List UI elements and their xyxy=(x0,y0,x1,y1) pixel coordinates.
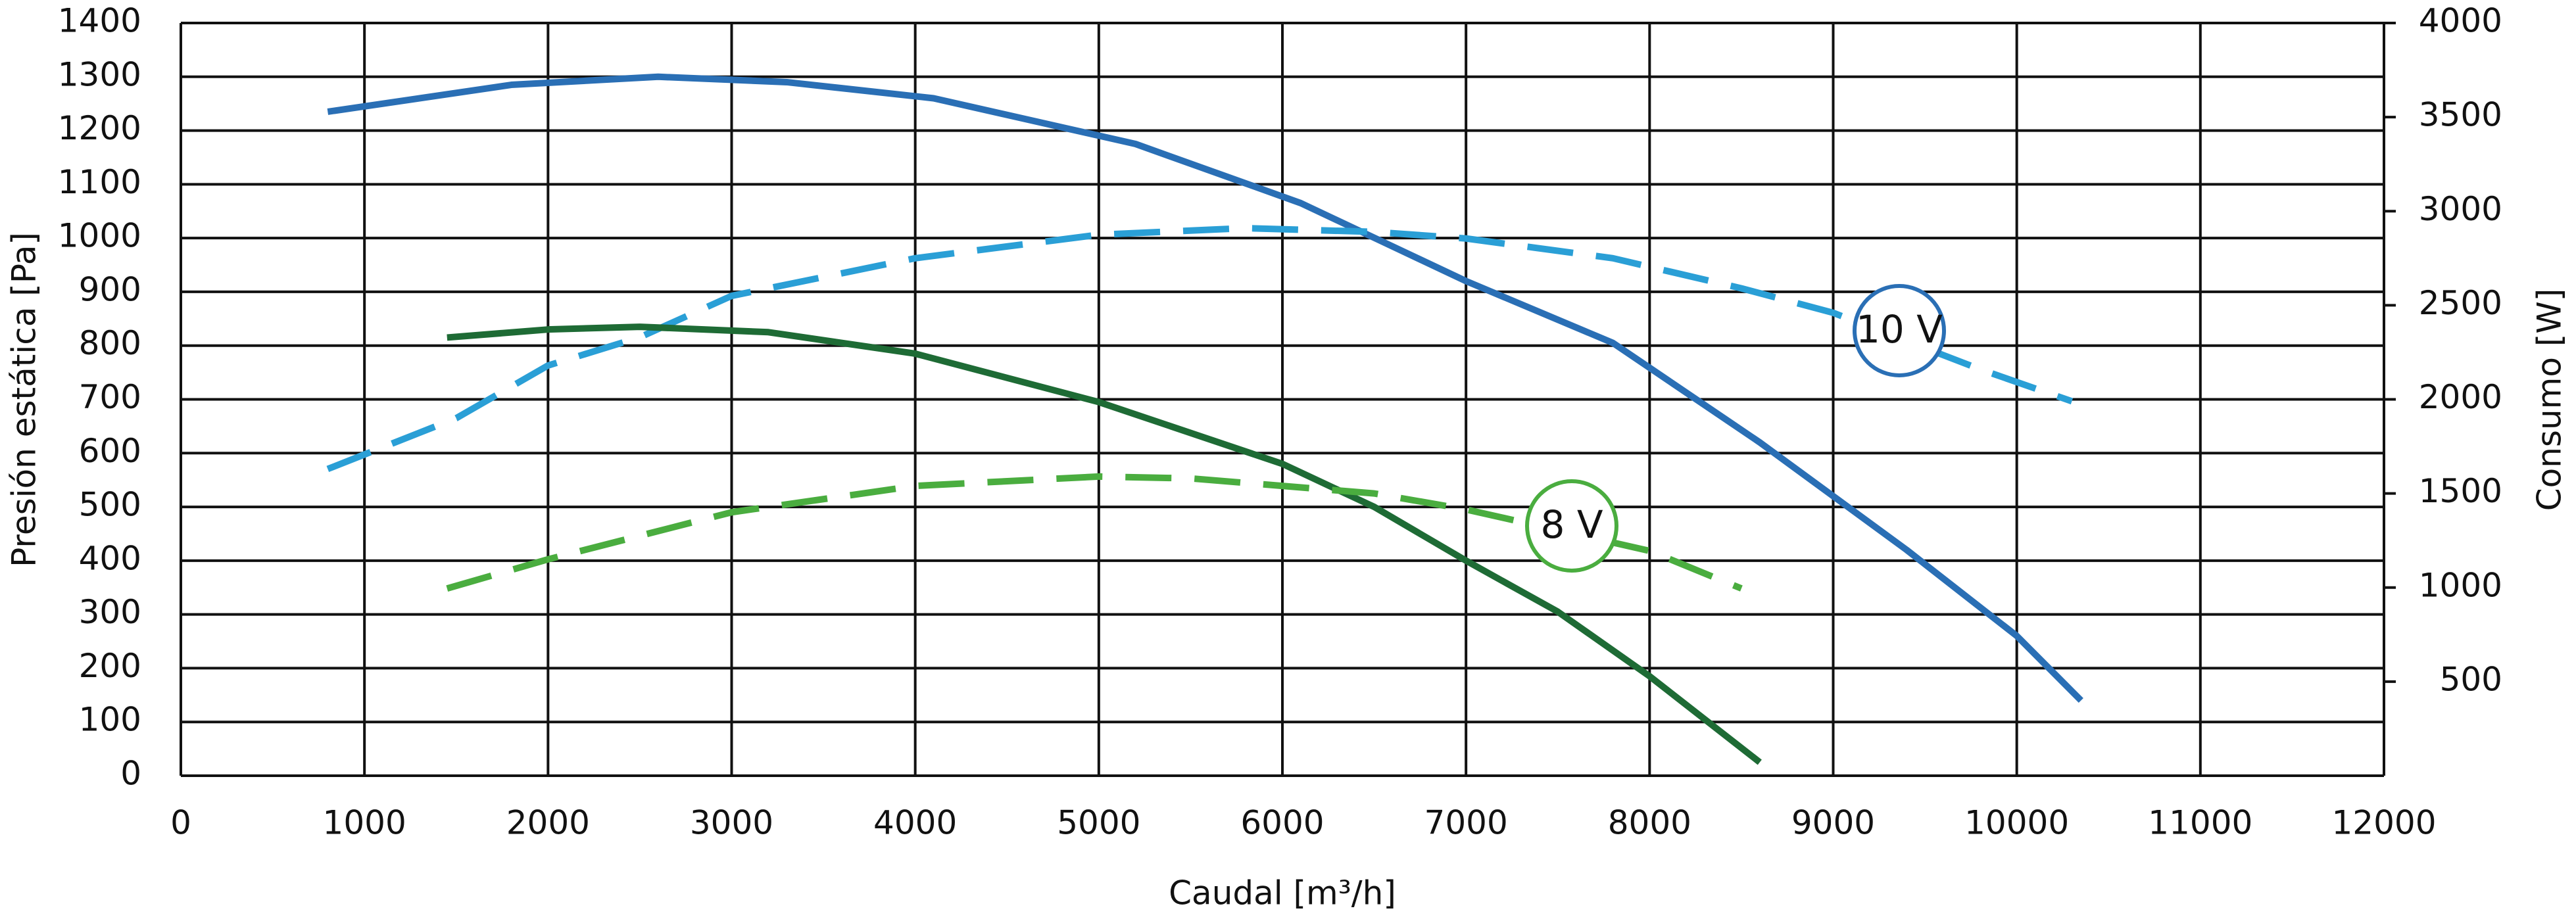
y2-tick-label: 2000 xyxy=(2419,378,2502,416)
y-tick-label: 1000 xyxy=(58,217,141,255)
y-tick-label: 400 xyxy=(79,539,141,577)
y2-tick-label: 3500 xyxy=(2419,96,2502,134)
y2-tick-label: 500 xyxy=(2440,660,2502,698)
x-tick-label: 7000 xyxy=(1424,804,1508,842)
y-tick-label: 1200 xyxy=(58,109,141,147)
y-tick-label: 600 xyxy=(79,432,141,470)
x-tick-label: 6000 xyxy=(1240,804,1324,842)
series-line xyxy=(327,73,2083,703)
x-tick-label: 11000 xyxy=(2148,804,2252,842)
x-tick-label: 2000 xyxy=(506,804,590,842)
annotation-circle xyxy=(1525,479,1618,573)
x-axis-label: Caudal [m³/h] xyxy=(1169,874,1396,912)
x-tick-label: 0 xyxy=(170,804,191,842)
y-tick-label: 100 xyxy=(79,701,141,739)
annotation-circle xyxy=(1853,284,1946,377)
x-tick-label: 10000 xyxy=(1964,804,2069,842)
y-tick-label: 800 xyxy=(79,324,141,362)
y2-tick-label: 3000 xyxy=(2419,190,2502,228)
x-tick-label: 3000 xyxy=(690,804,773,842)
x-tick-label: 5000 xyxy=(1057,804,1140,842)
y-tick-label: 700 xyxy=(79,378,141,416)
y-tick-label: 200 xyxy=(79,647,141,685)
y-tick-label: 900 xyxy=(79,270,141,308)
y2-tick-label: 1500 xyxy=(2419,472,2502,510)
x-tick-label: 9000 xyxy=(1791,804,1875,842)
y-tick-label: 500 xyxy=(79,486,141,524)
annotation: 8 V xyxy=(1540,502,1603,547)
x-tick-label: 12000 xyxy=(2331,804,2436,842)
y-tick-label: 1100 xyxy=(58,163,141,201)
y2-tick-label: 4000 xyxy=(2419,2,2502,40)
y-tick-label: 300 xyxy=(79,593,141,631)
y-tick-label: 0 xyxy=(120,755,141,793)
series-line xyxy=(326,225,2074,473)
y-tick-label: 1400 xyxy=(58,2,141,40)
annotation: 10 V xyxy=(1856,307,1943,352)
series-line xyxy=(447,323,1762,765)
y2-axis-label: Consumo [W] xyxy=(2531,289,2569,511)
x-tick-label: 8000 xyxy=(1608,804,1691,842)
x-tick-label: 1000 xyxy=(323,804,406,842)
y-axis-label: Presión estática [Pa] xyxy=(5,232,43,567)
y2-tick-label: 2500 xyxy=(2419,284,2502,322)
y2-tick-label: 1000 xyxy=(2419,566,2502,604)
x-tick-label: 4000 xyxy=(873,804,957,842)
y-tick-label: 1300 xyxy=(58,55,141,93)
